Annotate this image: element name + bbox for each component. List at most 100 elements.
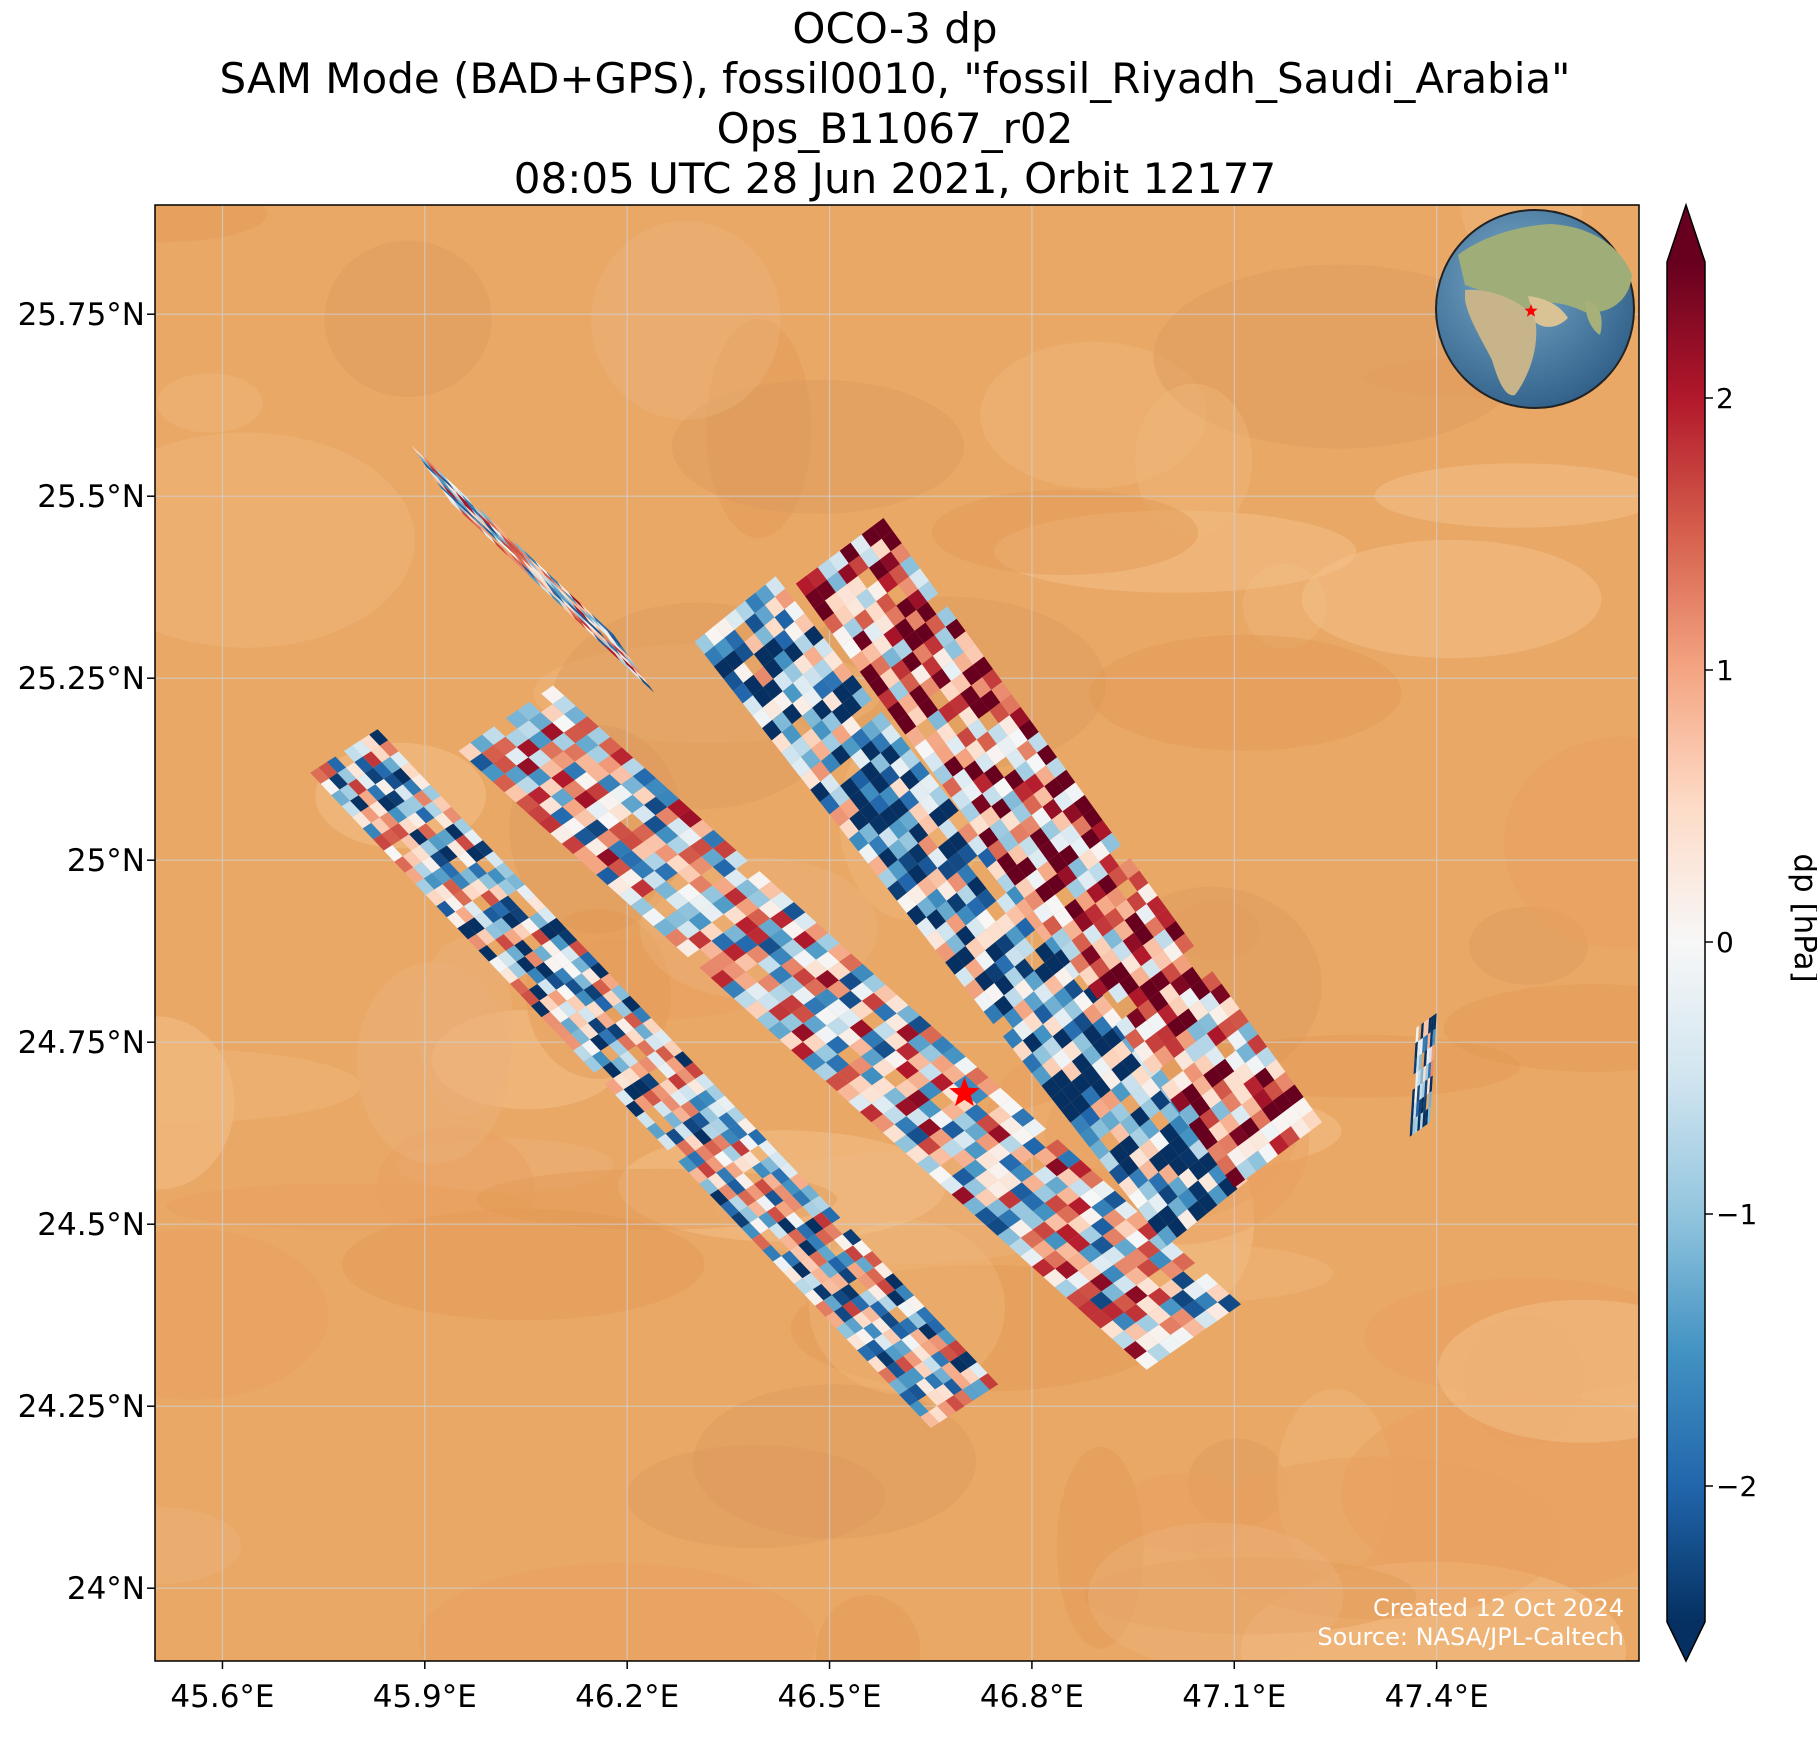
sounding-cell — [517, 547, 534, 565]
sounding-cell — [898, 831, 919, 852]
sounding-cell — [935, 941, 956, 963]
sounding-cell — [821, 1206, 841, 1224]
sounding-cell — [337, 767, 357, 785]
sounding-cell — [1110, 1122, 1130, 1144]
sounding-cell — [1052, 1048, 1072, 1070]
sounding-cell — [1023, 1011, 1043, 1033]
sounding-cell — [544, 579, 561, 598]
sounding-cell — [1153, 929, 1174, 950]
sounding-cell — [942, 1046, 966, 1065]
sounding-cell — [1168, 1176, 1188, 1197]
terrain-patch — [626, 1444, 886, 1549]
sounding-cell — [792, 949, 817, 968]
sounding-cell — [597, 811, 621, 830]
sounding-cell — [724, 850, 748, 869]
sounding-cell — [1201, 971, 1222, 992]
sounding-cell — [754, 625, 775, 646]
sounding-cell — [1160, 1242, 1184, 1261]
sounding-cell — [942, 776, 963, 798]
sounding-cell — [780, 976, 804, 995]
sounding-cell — [608, 839, 632, 859]
sounding-cell — [1135, 903, 1156, 925]
sounding-cell — [1009, 823, 1030, 845]
sounding-cell — [661, 1095, 681, 1112]
sounding-cell — [579, 951, 599, 968]
sounding-cell — [1159, 1143, 1179, 1164]
sounding-cell — [982, 669, 1003, 690]
sounding-cell — [1168, 1155, 1189, 1177]
sounding-cell — [587, 625, 605, 644]
sounding-cell — [1022, 794, 1043, 816]
sounding-cell — [878, 572, 899, 593]
sounding-cell — [1206, 1283, 1230, 1303]
sounding-cell — [598, 1028, 618, 1046]
sounding-cell — [998, 1172, 1022, 1191]
sounding-cell — [890, 659, 911, 681]
sounding-cell — [932, 1367, 952, 1384]
sounding-cell — [1016, 856, 1037, 878]
sounding-cell — [610, 646, 627, 665]
sounding-cell — [792, 967, 816, 987]
sounding-cell — [602, 1061, 622, 1079]
sounding-cell — [564, 706, 588, 725]
sounding-cell — [868, 855, 888, 877]
sounding-cell — [555, 590, 572, 608]
sounding-cell — [783, 1267, 803, 1284]
terrain-patch — [1153, 264, 1527, 449]
sounding-cell — [861, 1029, 885, 1049]
sounding-cell — [608, 1039, 628, 1057]
sounding-cell — [1078, 1262, 1102, 1282]
sounding-cell — [457, 851, 477, 868]
sounding-cell — [1159, 1279, 1183, 1298]
sounding-cell — [571, 1028, 590, 1045]
sounding-cell — [808, 1250, 828, 1268]
sounding-cell — [1000, 694, 1021, 716]
sounding-cell — [1178, 1147, 1199, 1169]
sounding-cell — [815, 579, 836, 601]
sounding-cell — [954, 966, 975, 988]
sounding-cell — [974, 1188, 999, 1207]
sounding-cell — [609, 784, 633, 803]
sounding-cell — [667, 817, 691, 836]
sounding-cell — [436, 481, 453, 500]
sounding-cell — [987, 1143, 1011, 1162]
sounding-cell — [582, 618, 600, 637]
sounding-cell — [608, 858, 632, 877]
sounding-cell — [415, 878, 435, 895]
sounding-cell — [1197, 1192, 1218, 1214]
sounding-cell — [617, 1034, 637, 1051]
sounding-cell — [343, 745, 363, 763]
sounding-cell — [991, 681, 1012, 703]
sounding-cell — [487, 526, 505, 545]
sounding-cell — [801, 748, 821, 770]
map-area[interactable] — [0, 151, 1741, 1739]
sounding-cell — [1027, 848, 1048, 870]
sounding-cell — [1170, 1308, 1195, 1327]
sounding-cell — [421, 459, 438, 478]
sounding-cell — [785, 1212, 805, 1229]
sounding-cell — [709, 1189, 729, 1206]
sounding-cell — [917, 1155, 941, 1174]
sounding-cell — [654, 862, 678, 882]
sounding-cell — [861, 992, 886, 1012]
sounding-cell — [1091, 1199, 1115, 1218]
sounding-cell — [822, 691, 843, 712]
sounding-cell — [646, 1122, 666, 1140]
sounding-cell — [793, 930, 817, 950]
sounding-cell — [459, 502, 476, 521]
sounding-cell — [1179, 987, 1200, 1009]
sounding-cell — [532, 569, 549, 587]
sounding-cell — [869, 814, 889, 836]
sounding-cell — [1158, 1184, 1178, 1205]
sounding-cell — [700, 885, 724, 904]
sounding-cell — [815, 1300, 834, 1317]
sounding-cell — [1167, 1217, 1188, 1238]
sounding-cell — [951, 1186, 975, 1205]
sounding-cell — [327, 756, 346, 773]
sounding-cell — [623, 1012, 643, 1029]
sounding-cell — [453, 889, 473, 907]
sounding-cell — [1169, 1135, 1189, 1156]
sounding-cell — [712, 1134, 731, 1151]
sounding-cell — [815, 988, 839, 1007]
sounding-cell — [533, 565, 551, 583]
